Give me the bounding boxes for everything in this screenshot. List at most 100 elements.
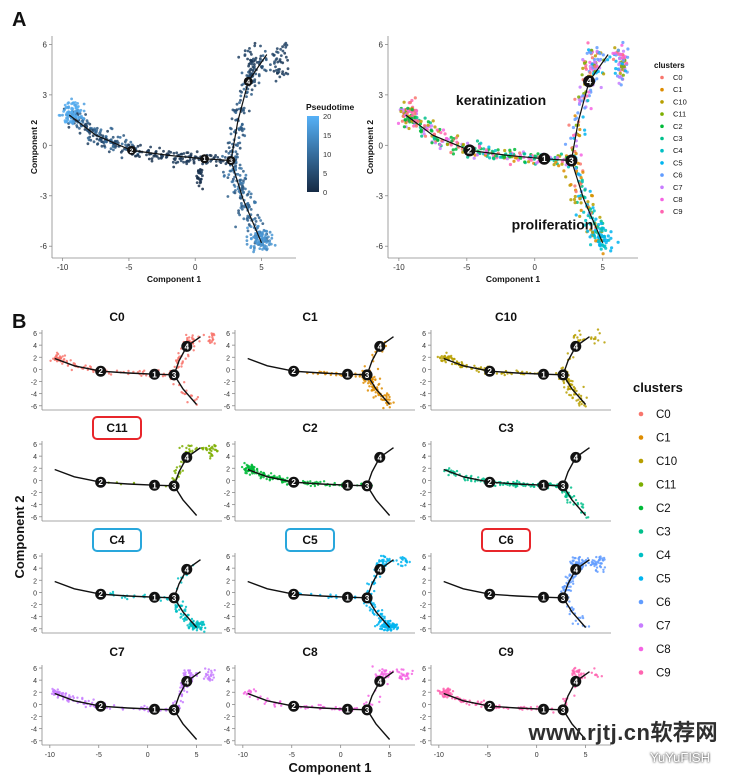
facet-title: C8: [302, 645, 318, 659]
data-point: [269, 68, 272, 72]
branch-point-label: 1: [152, 705, 157, 714]
branch-point-label: 2: [98, 367, 103, 376]
data-point: [618, 71, 622, 75]
data-point: [552, 711, 555, 714]
data-point: [227, 173, 231, 177]
data-point: [567, 385, 570, 388]
facet-plot-c4: -6 -4 -2 0 2 4 6 1 2 3 4: [31, 553, 222, 634]
data-point: [576, 561, 579, 564]
data-point: [354, 375, 357, 378]
facet-title: C6: [498, 533, 514, 547]
branch-point-label: 1: [345, 370, 350, 379]
data-point: [574, 144, 579, 148]
data-point: [589, 563, 592, 567]
data-point: [150, 159, 154, 163]
data-point: [92, 140, 96, 144]
data-point: [278, 58, 282, 61]
data-point: [255, 242, 259, 246]
x-tick-label: 0: [535, 752, 539, 759]
branch-point-label: 1: [542, 154, 547, 164]
data-point: [569, 501, 572, 504]
data-point: [619, 83, 623, 87]
data-point: [583, 106, 587, 110]
y-tick-label: 2: [422, 355, 426, 362]
branch-point-marker: [583, 75, 596, 88]
data-point: [581, 94, 585, 98]
data-point: [199, 177, 203, 181]
data-point: [118, 136, 122, 139]
y-tick-label: 6: [226, 442, 230, 449]
data-point: [461, 142, 465, 147]
data-point: [602, 570, 605, 574]
facet-title: C1: [302, 310, 318, 324]
data-point: [184, 616, 187, 620]
y-tick-label: 0: [43, 141, 48, 150]
data-point: [213, 342, 216, 345]
data-points: [295, 554, 411, 632]
data-point: [179, 616, 182, 619]
data-point: [240, 167, 243, 170]
facet-plot-c8: -6 -4 -2 0 2 4 6 -10 -5 0 5 1 2 3 4: [224, 665, 415, 759]
data-point: [226, 195, 230, 198]
data-point: [328, 484, 331, 488]
branch-point-marker: [149, 368, 160, 380]
data-point: [111, 135, 115, 139]
y-tick-label: -4: [420, 615, 426, 622]
trajectory-line: [230, 160, 263, 244]
x-tick-label: 5: [388, 752, 392, 759]
data-point: [487, 145, 491, 149]
data-point: [211, 445, 214, 448]
x-tick-label: -5: [96, 752, 102, 759]
data-point: [258, 57, 262, 61]
data-point: [177, 352, 180, 355]
data-point: [381, 623, 384, 627]
data-point: [115, 139, 119, 143]
data-point: [224, 150, 228, 153]
data-point: [430, 129, 434, 133]
data-point: [180, 152, 184, 156]
data-point: [238, 163, 242, 167]
data-point: [207, 444, 211, 448]
data-point: [443, 132, 447, 136]
branch-point-4: 4: [570, 451, 582, 463]
data-point: [583, 132, 587, 136]
legend-b-swatch-c9: [638, 670, 644, 675]
data-point: [204, 667, 207, 670]
data-point: [84, 364, 87, 367]
data-point: [565, 391, 568, 394]
branch-point-label: 1: [203, 156, 207, 163]
facet-plot-c7: -6 -4 -2 0 2 4 6 -10 -5 0 5 1 2 3 4: [31, 665, 222, 759]
y-tick-label: -4: [31, 727, 37, 734]
data-point: [201, 621, 204, 624]
data-point: [451, 152, 455, 156]
y-tick-label: -4: [31, 615, 37, 622]
data-point: [562, 380, 565, 383]
data-point: [566, 501, 569, 504]
facet-title: C2: [302, 421, 318, 435]
data-point: [215, 164, 218, 168]
data-point: [195, 398, 198, 401]
data-point: [620, 65, 624, 69]
facet-plot-c2: -6 -4 -2 0 2 4 6 1 2 3 4: [224, 441, 415, 522]
data-point: [626, 47, 630, 51]
data-point: [573, 201, 577, 205]
branch-point-3: 3: [168, 704, 180, 716]
data-point: [81, 696, 84, 700]
branch-point-label: 2: [130, 148, 134, 155]
data-point: [181, 469, 184, 472]
data-point: [414, 124, 418, 128]
y-tick-label: 0: [422, 702, 426, 709]
data-point: [179, 156, 183, 160]
data-point: [175, 151, 179, 155]
branch-point-label: 3: [561, 594, 566, 603]
y-tick-label: 0: [379, 141, 384, 150]
data-point: [70, 110, 74, 114]
data-point: [451, 690, 455, 693]
data-point: [367, 382, 370, 385]
data-point: [246, 226, 249, 230]
data-point: [232, 183, 236, 187]
trajectory-line: [570, 54, 609, 161]
branch-point-2: 2: [484, 700, 496, 712]
data-point: [569, 585, 572, 588]
legend-b-swatch-c5: [638, 576, 644, 581]
